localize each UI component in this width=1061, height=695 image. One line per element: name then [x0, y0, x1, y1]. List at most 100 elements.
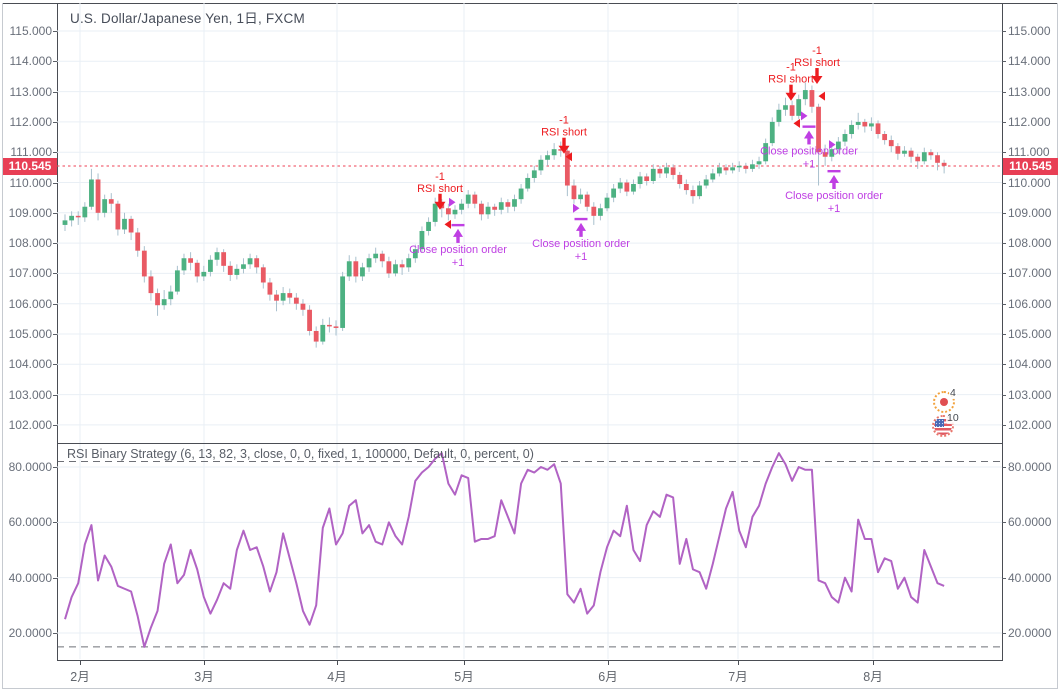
candle-down	[558, 149, 564, 151]
candle-down	[155, 293, 160, 306]
candle-up	[664, 167, 669, 174]
candle-down	[882, 134, 888, 141]
candle-down	[260, 267, 266, 283]
last-price-badge-right: 110.545	[1003, 158, 1058, 175]
candle-down	[141, 250, 147, 277]
candle-up	[750, 164, 755, 169]
rsi-tick-label: 60.0000	[8, 515, 52, 530]
time-axis-month-label: 7月	[728, 670, 748, 684]
pane-right-border	[1002, 3, 1003, 660]
candle-down	[75, 215, 81, 218]
time-axis-tick	[80, 660, 81, 665]
candle-down	[108, 199, 114, 204]
candle-down	[571, 185, 577, 200]
candle-up	[412, 249, 418, 259]
scale-tick	[53, 61, 57, 63]
order-tick-triangle	[801, 111, 808, 121]
close-plus-label: +1	[575, 251, 588, 263]
candle-up	[763, 143, 769, 162]
entry-minus-label: -1	[812, 45, 822, 57]
price-tick-label: 114.000	[9, 54, 53, 69]
candle-up	[161, 299, 167, 306]
time-axis-tick	[337, 660, 338, 665]
price-tick-label: 109.000	[8, 205, 52, 220]
symbol-title[interactable]: U.S. Dollar/Japanese Yen, 1日, FXCM	[70, 11, 305, 26]
candle-up	[122, 218, 127, 230]
rsi-strategy-title[interactable]: RSI Binary Strategy (6, 13, 82, 3, close…	[67, 447, 534, 461]
scale-tick	[1002, 633, 1006, 635]
time-axis-month-label: 2月	[70, 670, 90, 684]
candle-down	[227, 265, 233, 275]
candle-down	[591, 206, 597, 216]
candle-down	[379, 253, 385, 262]
close-arrow-stem	[579, 228, 583, 237]
candle-up	[697, 185, 702, 197]
candle-up	[346, 261, 352, 277]
candle-up	[921, 152, 927, 162]
scale-tick	[1002, 577, 1006, 579]
scale-tick	[1002, 243, 1006, 245]
price-tick-label: 103.000	[8, 387, 52, 402]
close-plus-label: +1	[452, 257, 465, 269]
candle-down	[915, 156, 921, 162]
scale-tick	[1002, 424, 1006, 426]
price-tick-label: 104.000	[8, 357, 52, 372]
rsi-tick-label: 80.0000	[1008, 460, 1052, 474]
candle-up	[598, 208, 603, 216]
candle-up	[617, 182, 623, 189]
candle-up	[366, 258, 372, 268]
candle-down	[327, 324, 332, 327]
rsi-tick-label: 20.0000	[1008, 626, 1052, 641]
candle-up	[611, 188, 617, 198]
candle-up	[432, 203, 438, 222]
candle-down	[657, 168, 663, 174]
close-order-bar	[827, 169, 841, 173]
scale-tick	[53, 424, 57, 426]
candle-up	[406, 258, 412, 268]
candle-down	[670, 167, 676, 175]
rsi-indicator-pane[interactable]	[57, 444, 1002, 659]
candle-up	[710, 173, 716, 180]
candle-up	[459, 203, 464, 210]
frame-bottom-border	[2, 688, 1058, 689]
price-tick-label: 110.000	[9, 175, 53, 190]
candle-up	[769, 121, 775, 144]
price-tick-label: 112.000	[1008, 114, 1051, 129]
candle-down	[307, 309, 312, 331]
candle-down	[816, 106, 821, 153]
candle-up	[102, 199, 108, 213]
us-flag-union	[935, 419, 944, 427]
candle-down	[148, 276, 154, 294]
entry-minus-label: -1	[435, 171, 445, 183]
candle-down	[188, 258, 193, 263]
scale-tick	[53, 31, 57, 32]
order-tick-triangle	[573, 203, 580, 213]
price-tick-label: 113.000	[9, 84, 53, 99]
candle-down	[274, 294, 279, 301]
entry-label: RSI short	[417, 183, 463, 195]
scale-tick	[1002, 273, 1006, 275]
us-event-count: 10	[946, 412, 960, 424]
scale-tick	[53, 467, 57, 468]
pane-separator[interactable]	[57, 443, 1003, 444]
scale-tick	[53, 334, 57, 335]
entry-label: RSI short	[794, 57, 840, 69]
price-tick-label: 114.000	[1008, 54, 1051, 69]
candle-down	[875, 123, 881, 135]
scale-tick	[1002, 522, 1006, 524]
candle-up	[855, 121, 861, 125]
scale-tick	[53, 121, 57, 123]
time-axis-month-label: 5月	[454, 670, 474, 684]
price-tick-label: 106.000	[8, 296, 52, 311]
candle-up	[604, 197, 610, 209]
candle-up	[650, 168, 656, 181]
close-order-label: Close position order	[409, 244, 507, 256]
candle-down	[472, 194, 478, 204]
candle-down	[254, 258, 260, 268]
entry-minus-label: -1	[786, 62, 796, 74]
candle-up	[736, 165, 742, 168]
candle-up	[716, 167, 722, 174]
entry-minus-label: -1	[559, 115, 569, 127]
